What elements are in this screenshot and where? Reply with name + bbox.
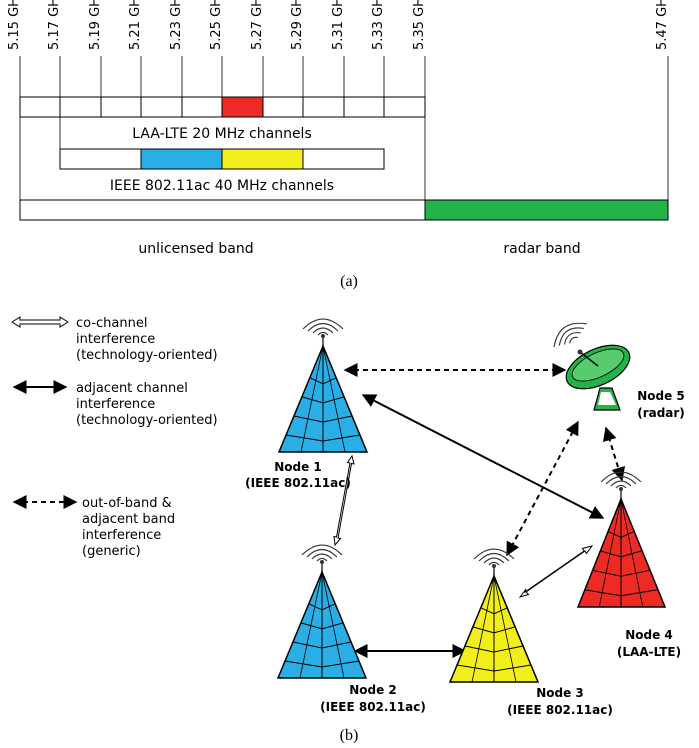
legend: co-channel interference (technology-orie… xyxy=(11,316,218,559)
caption-a: (a) xyxy=(340,273,358,290)
frequency-labels: 5.15 GHz 5.17 GHz 5.19 GHz 5.21 GHz 5.23 GHz… xyxy=(7,0,670,50)
lte-channel-cell xyxy=(59,96,102,118)
node1-tech: (IEEE 802.11ac) xyxy=(245,476,351,490)
frequency-label: 5.35 GHz xyxy=(412,0,427,50)
lte-channel-cell xyxy=(343,96,385,118)
frequency-label: 5.33 GHz xyxy=(371,0,386,50)
unlicensed-band-label: unlicensed band xyxy=(138,241,253,257)
node2-tower xyxy=(276,544,368,679)
frequency-label: 5.31 GHz xyxy=(331,0,346,50)
frequency-label: 5.47 GHz xyxy=(655,0,670,50)
frequency-label: 5.25 GHz xyxy=(209,0,224,50)
node5-radar-dish xyxy=(547,315,631,411)
radar-band-label: radar band xyxy=(503,241,580,257)
node1-tower xyxy=(277,318,369,453)
caption-b: (b) xyxy=(340,727,359,744)
link-node3-node5 xyxy=(506,420,579,557)
node1-name: Node 1 xyxy=(274,460,322,474)
legend-out-of-band-line3: interference xyxy=(82,528,161,543)
frequency-label: 5.27 GHz xyxy=(250,0,265,50)
legend-adjacent-line1: adjacent channel xyxy=(76,381,188,396)
frequency-label: 5.23 GHz xyxy=(169,0,184,50)
legend-adjacent-line2: interference xyxy=(76,397,155,412)
wifi-channel-blue xyxy=(140,148,223,170)
node3-tower xyxy=(448,548,540,683)
link-node3-node4-cochannel xyxy=(518,545,594,598)
node3-name: Node 3 xyxy=(536,686,584,700)
legend-out-of-band-line2: adjacent band xyxy=(82,512,175,527)
lte-channel-cell xyxy=(19,96,61,118)
lte-channel-row xyxy=(19,96,426,118)
legend-adjacent-line3: (technology-oriented) xyxy=(76,413,218,428)
lte-channel-cell xyxy=(100,96,142,118)
node5-name: Node 5 xyxy=(637,389,685,403)
lte-row-label: LAA-LTE 20 MHz channels xyxy=(132,126,312,142)
legend-co-channel-arrow xyxy=(11,316,69,328)
node2-tech: (IEEE 802.11ac) xyxy=(320,700,426,714)
legend-out-of-band-line4: (generic) xyxy=(82,544,141,559)
node4-tech: (LAA-LTE) xyxy=(617,645,681,659)
frequency-label: 5.17 GHz xyxy=(47,0,62,50)
frequency-label: 5.15 GHz xyxy=(7,0,22,50)
legend-co-channel-line1: co-channel xyxy=(76,316,147,331)
lte-channel-highlight xyxy=(221,96,264,118)
frequency-gridlines xyxy=(19,56,669,200)
legend-co-channel-line2: interference xyxy=(76,332,155,347)
node3-tech: (IEEE 802.11ac) xyxy=(507,703,613,717)
unlicensed-band-bar xyxy=(19,199,426,221)
wifi-channel-yellow xyxy=(221,148,304,170)
lte-channel-cell xyxy=(140,96,183,118)
frequency-label: 5.19 GHz xyxy=(88,0,103,50)
wifi-channel-row xyxy=(59,148,385,170)
frequency-label: 5.21 GHz xyxy=(128,0,143,50)
link-node1-node2-cochannel xyxy=(333,454,355,547)
link-node5-node4 xyxy=(603,426,625,482)
radar-band-bar xyxy=(424,199,669,221)
frequency-label: 5.29 GHz xyxy=(290,0,305,50)
lte-channel-cell xyxy=(262,96,304,118)
legend-out-of-band-line1: out-of-band & xyxy=(82,496,172,511)
link-node1-node4 xyxy=(361,394,605,519)
lte-channel-cell xyxy=(181,96,223,118)
interference-links xyxy=(333,363,625,658)
lte-channel-cell xyxy=(383,96,426,118)
node4-name: Node 4 xyxy=(625,628,673,642)
node5-tech: (radar) xyxy=(637,406,685,420)
legend-co-channel-line3: (technology-oriented) xyxy=(76,348,218,363)
wifi-row-label: IEEE 802.11ac 40 MHz channels xyxy=(110,178,334,194)
lte-channel-cell xyxy=(302,96,345,118)
node2-name: Node 2 xyxy=(349,683,397,697)
node4-tower xyxy=(576,471,667,608)
